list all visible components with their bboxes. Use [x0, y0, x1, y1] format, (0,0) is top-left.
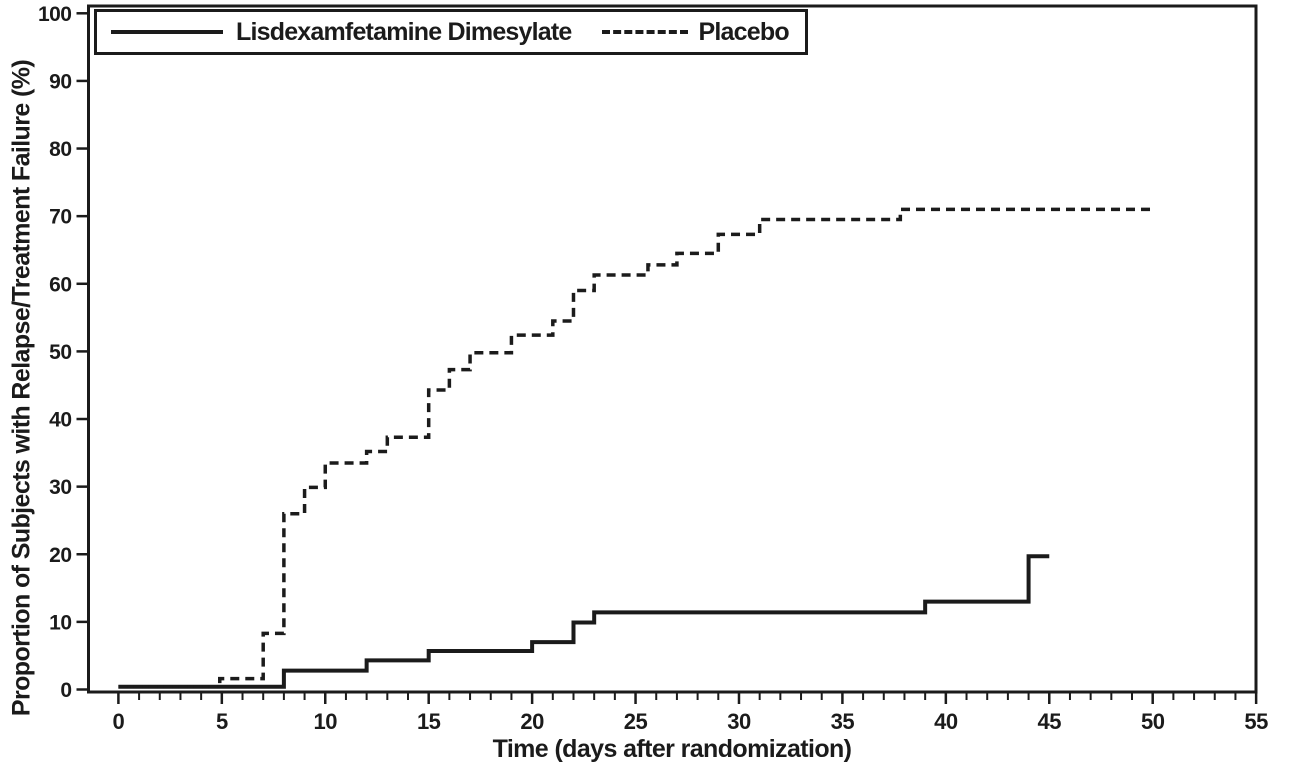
x-tick-label: 5 [216, 709, 228, 734]
plot-frame [87, 4, 1258, 694]
y-tick-label: 10 [49, 611, 71, 634]
x-tick-label: 20 [520, 709, 544, 734]
series-line-placebo [118, 207, 1153, 689]
y-tick-label: 0 [60, 679, 71, 702]
legend-label-lisdexamfetamine: Lisdexamfetamine Dimesylate [236, 17, 572, 46]
y-tick-label: 60 [49, 273, 71, 296]
series-line-lisdexamfetamine-dimesylate [118, 554, 1050, 689]
x-tick-label: 15 [417, 709, 441, 734]
x-tick-label: 55 [1244, 709, 1268, 734]
x-axis-title: Time (days after randomization) [492, 735, 852, 763]
y-tick-label: 50 [49, 341, 71, 364]
dashed-line-sample-icon [601, 30, 688, 34]
x-tick-label: 25 [624, 709, 648, 734]
legend: Lisdexamfetamine Dimesylate Placebo [94, 9, 808, 55]
y-tick-label: 70 [49, 206, 71, 229]
y-tick-label: 30 [49, 476, 71, 499]
solid-line-sample-icon [111, 30, 223, 34]
x-tick-label: 0 [113, 709, 125, 734]
x-tick-label: 35 [831, 709, 855, 734]
y-tick-label: 20 [49, 544, 71, 567]
y-tick-label: 90 [49, 70, 71, 93]
legend-label-placebo: Placebo [698, 17, 790, 46]
y-axis-title: Proportion of Subjects with Relapse/Trea… [7, 59, 36, 717]
y-tick-label: 80 [49, 138, 71, 161]
y-tick-label: 100 [38, 3, 72, 26]
x-tick-label: 10 [314, 709, 338, 734]
x-tick-label: 30 [727, 709, 751, 734]
y-tick-label: 40 [49, 409, 71, 432]
x-tick-label: 50 [1141, 709, 1165, 734]
x-tick-label: 45 [1038, 709, 1062, 734]
x-tick-label: 40 [934, 709, 958, 734]
